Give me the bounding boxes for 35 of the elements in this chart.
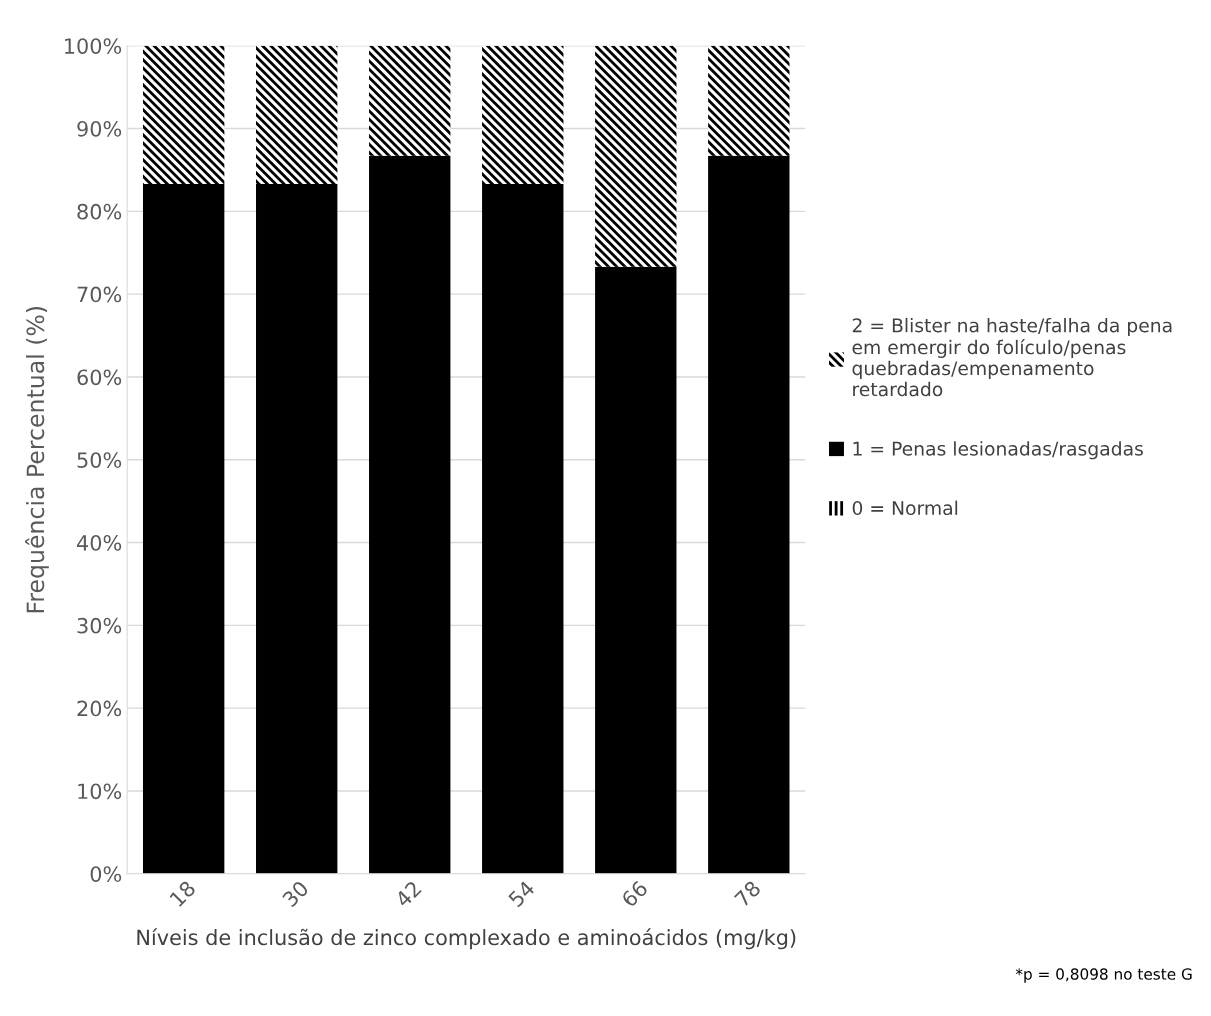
- y-axis-title: Frequência Percentual (%): [25, 306, 49, 613]
- bar: [256, 184, 338, 874]
- y-tick-label: 80%: [77, 203, 122, 220]
- bar: [369, 45, 451, 156]
- bar: [595, 266, 677, 874]
- bar: [142, 184, 225, 874]
- legend-label: 0 = Normal: [852, 500, 958, 516]
- y-tick-label: 40%: [77, 535, 122, 551]
- y-tick-label: 70%: [77, 286, 122, 303]
- y-tick-label: 0%: [90, 866, 122, 882]
- y-tick-label: 90%: [77, 120, 122, 137]
- x-tick-label: 30: [281, 879, 310, 908]
- y-tick-label: 50%: [77, 452, 122, 468]
- bar: [142, 45, 225, 184]
- bar: [482, 45, 564, 184]
- y-tick-label: 20%: [77, 700, 122, 717]
- x-axis-title: Níveis de inclusão de zinco complexado e aminoácidos (mg/kg): [137, 928, 796, 950]
- bar: [708, 155, 790, 874]
- bar: [369, 155, 451, 874]
- x-tick-label: 78: [733, 879, 762, 908]
- x-tick-label: 66: [620, 879, 649, 908]
- y-tick-label: 30%: [77, 617, 122, 634]
- x-tick-label: 18: [169, 879, 197, 908]
- y-tick-label: 10%: [78, 783, 122, 800]
- x-tick-label: 54: [507, 879, 536, 908]
- y-tick-label: 60%: [77, 369, 122, 386]
- bar: [482, 184, 564, 874]
- x-tick-label: 42: [394, 880, 422, 908]
- text: *p = 0,8098 no teste G: [1015, 968, 1192, 983]
- bar: [708, 45, 790, 156]
- bar: [256, 45, 338, 184]
- y-tick-label: 100%: [65, 38, 122, 54]
- bar: [595, 45, 677, 267]
- legend-label: 2 = Blister na haste/falha da pena em emergir do folículo/penas quebradas/empenamento retardado: [852, 317, 1172, 397]
- legend-label: 1 = Penas lesionadas/rasgadas: [853, 441, 1143, 460]
